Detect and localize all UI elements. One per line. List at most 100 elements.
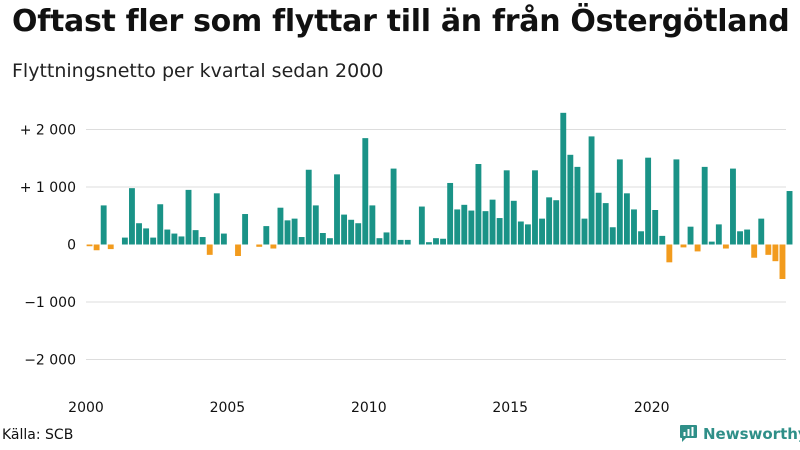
bar-positive [574, 166, 581, 245]
bar-positive [397, 239, 404, 245]
bar-positive [567, 154, 574, 245]
bar-positive [510, 200, 517, 245]
y-tick-label: 0 [67, 238, 76, 254]
bar-positive [715, 224, 722, 245]
chart-title: Oftast fler som flyttar till än från Öst… [12, 4, 790, 39]
bar-positive [503, 170, 510, 245]
bar-positive [786, 191, 793, 245]
x-axis-tick-labels: 2000 2005 2010 2015 2020 [68, 400, 669, 416]
bar-positive [454, 209, 461, 245]
bar-positive [263, 226, 270, 245]
bar-positive [327, 238, 333, 245]
bar-positive [121, 237, 128, 245]
bar-positive [560, 112, 567, 245]
bar-positive [220, 233, 227, 245]
bar-positive [468, 210, 475, 245]
bar-positive [129, 188, 135, 245]
bar-positive [645, 157, 652, 245]
bar-negative [765, 244, 772, 255]
bar-positive [284, 220, 291, 245]
bar-positive [390, 168, 397, 245]
bar-negative [235, 244, 241, 256]
bar-positive [539, 218, 545, 245]
bar-positive [758, 218, 765, 245]
bar-positive [150, 237, 157, 245]
x-tick-label: 2020 [634, 400, 670, 416]
bar-positive [319, 233, 326, 245]
bar-positive [701, 166, 708, 245]
bar-positive [433, 238, 439, 245]
brand-name: Newsworthy [703, 424, 800, 443]
bar-negative [751, 244, 758, 258]
y-tick-label: −2 000 [24, 353, 76, 369]
bar-negative [93, 244, 100, 251]
bar-negative [694, 244, 701, 252]
bar-positive [213, 193, 220, 245]
bar-positive [341, 214, 348, 245]
bar-positive [334, 174, 340, 245]
gridlines [86, 129, 786, 360]
bar-positive [164, 229, 171, 245]
bar-positive [489, 199, 496, 245]
bar-positive [298, 237, 305, 245]
bar-positive [277, 207, 284, 245]
bar-positive [425, 242, 432, 245]
bar-positive [418, 206, 425, 245]
bar-positive [348, 219, 355, 245]
bar-positive [143, 228, 150, 245]
bar-positive [157, 204, 164, 245]
bar-negative [680, 244, 687, 248]
bar-positive [673, 159, 680, 245]
bar-positive [440, 238, 447, 245]
chart-subtitle: Flyttningsnetto per kvartal sedan 2000 [12, 60, 384, 82]
bar-positive [312, 205, 319, 245]
bar-negative [779, 244, 786, 279]
bar-positive [524, 224, 531, 245]
bar-positive [687, 226, 694, 245]
x-tick-label: 2015 [492, 400, 528, 416]
bar-positive [496, 218, 503, 245]
bar-negative [722, 244, 729, 249]
newsworthy-logo[interactable]: Newsworthy [679, 424, 800, 443]
bar-positive [609, 227, 616, 245]
bars [86, 112, 793, 279]
bar-positive [305, 169, 312, 245]
bar-positive [362, 138, 369, 245]
bar-positive [355, 223, 362, 245]
bar-negative [666, 244, 673, 263]
bar-positive [376, 238, 383, 245]
bar-positive [581, 218, 588, 245]
bar-positive [588, 136, 595, 245]
bar-positive [383, 232, 390, 245]
bar-positive [192, 230, 199, 245]
bar-positive [737, 231, 743, 245]
bar-positive [708, 241, 715, 245]
bar-positive [178, 236, 185, 245]
bar-positive [631, 209, 637, 245]
bar-positive [595, 192, 602, 245]
bar-positive [638, 231, 644, 245]
bar-positive [744, 229, 751, 245]
bar-positive [659, 235, 666, 245]
bar-positive [616, 159, 623, 245]
bar-positive [242, 214, 249, 245]
bar-positive [291, 218, 298, 245]
bar-positive [447, 182, 454, 245]
x-tick-label: 2000 [68, 400, 104, 416]
bar-positive [404, 239, 411, 245]
bar-positive [475, 164, 482, 245]
bar-positive [623, 193, 630, 245]
bar-negative [86, 244, 93, 247]
y-tick-label: + 2 000 [20, 123, 76, 139]
bar-positive [532, 170, 538, 245]
bar-positive [517, 221, 524, 245]
bar-positive [482, 211, 489, 245]
bar-positive [369, 205, 376, 245]
bar-positive [553, 200, 560, 245]
source-note: Källa: SCB [2, 427, 74, 443]
bar-negative [107, 244, 114, 250]
bar-positive [602, 203, 609, 245]
bar-positive [185, 189, 192, 245]
y-tick-label: + 1 000 [20, 180, 76, 196]
